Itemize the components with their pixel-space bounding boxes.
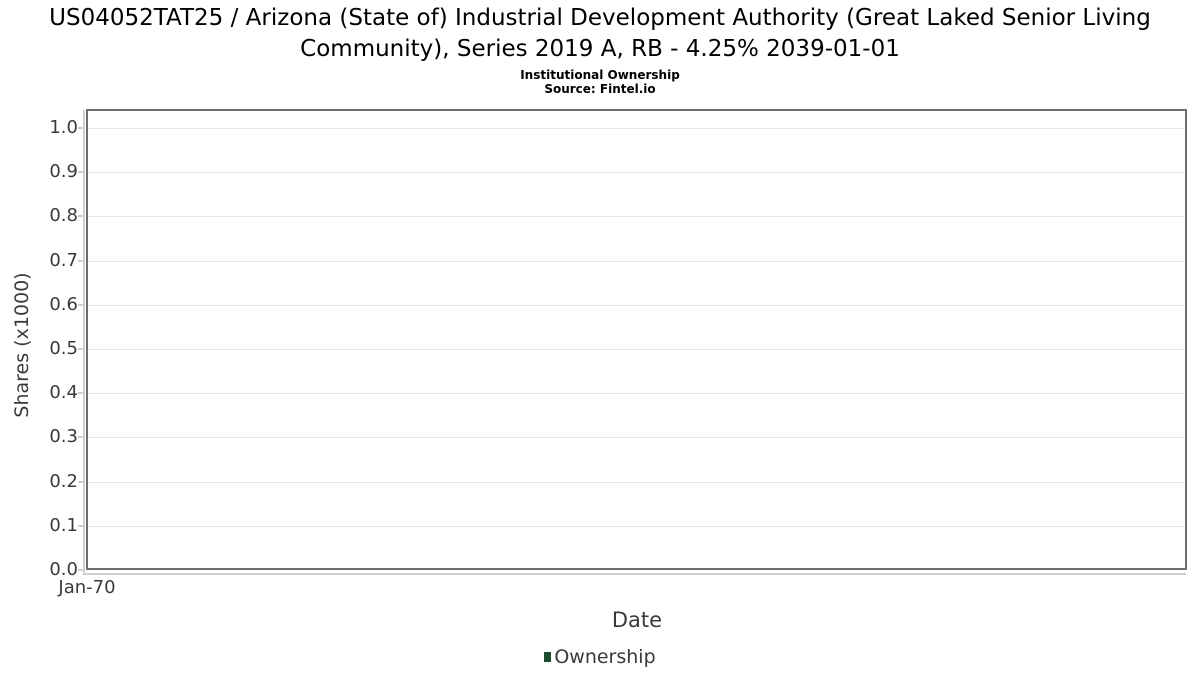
- y-tick-label: 0.8: [49, 205, 78, 227]
- legend: Ownership: [0, 646, 1200, 668]
- x-tick-label: Jan-70: [58, 577, 116, 598]
- legend-item-ownership[interactable]: Ownership: [544, 646, 656, 668]
- y-tick-label: 1.0: [49, 117, 78, 138]
- y-tick-mark: [78, 171, 84, 174]
- y-tick-mark: [78, 436, 84, 439]
- x-axis-line: [83, 573, 1186, 575]
- y-tick-mark: [78, 569, 84, 571]
- y-gridline: [88, 304, 1185, 306]
- y-tick-label: 0.4: [49, 382, 78, 404]
- y-gridline: [88, 393, 1185, 395]
- y-gridline: [88, 437, 1185, 439]
- y-tick-label: 0.9: [49, 161, 78, 183]
- legend-swatch-icon: [544, 652, 552, 662]
- y-tick-mark: [78, 259, 84, 262]
- y-tick-label: 0.2: [49, 470, 78, 492]
- y-tick-mark: [78, 127, 84, 129]
- y-gridline: [88, 525, 1185, 527]
- y-gridline: [88, 128, 1185, 129]
- y-tick-label: 0.6: [49, 293, 78, 315]
- y-tick-mark: [78, 524, 84, 527]
- y-gridline: [88, 260, 1185, 262]
- y-tick-mark: [78, 348, 84, 350]
- y-gridline: [88, 349, 1185, 350]
- y-gridline: [88, 172, 1185, 174]
- y-gridline: [88, 481, 1185, 483]
- chart-title: US04052TAT25 / Arizona (State of) Indust…: [49, 5, 1151, 62]
- x-axis-title: Date: [611, 608, 663, 632]
- y-gridline: [88, 216, 1185, 218]
- plot-area: [86, 109, 1187, 570]
- y-tick-label: 0.7: [49, 249, 78, 271]
- y-tick-mark: [78, 303, 84, 306]
- y-tick-mark: [78, 392, 84, 395]
- chart-source-credit: Source: Fintel.io: [544, 82, 656, 96]
- y-tick-mark: [78, 215, 84, 218]
- chart-subtitle: Institutional Ownership: [520, 68, 680, 82]
- y-axis-line: [83, 110, 85, 575]
- y-tick-label: 0.5: [49, 338, 78, 359]
- y-tick-label: 0.0: [49, 559, 78, 580]
- y-tick-label: 0.3: [49, 426, 78, 448]
- y-tick-label: 0.1: [49, 514, 78, 536]
- legend-label-ownership: Ownership: [554, 646, 656, 668]
- y-tick-mark: [78, 480, 84, 483]
